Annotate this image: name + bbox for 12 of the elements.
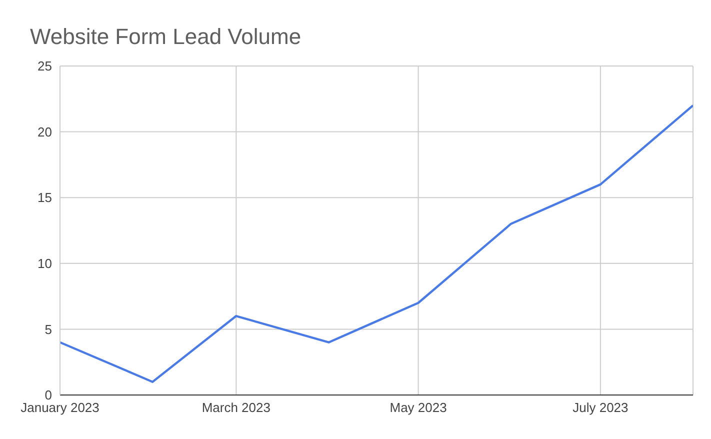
line-series xyxy=(60,104,693,383)
x-tick-label: March 2023 xyxy=(202,400,270,416)
y-tick-label: 5 xyxy=(44,322,52,337)
y-tick-label: 20 xyxy=(38,124,52,140)
x-tick-label: July 2023 xyxy=(572,400,628,416)
y-tick-label: 25 xyxy=(38,58,52,74)
chart-title: Website Form Lead Volume xyxy=(30,24,302,50)
x-tick-label: January 2023 xyxy=(20,400,100,416)
y-tick-label: 0 xyxy=(44,388,52,403)
y-tick-label: 10 xyxy=(38,256,52,272)
x-tick-label: May 2023 xyxy=(390,400,447,416)
y-tick-label: 15 xyxy=(38,190,52,206)
